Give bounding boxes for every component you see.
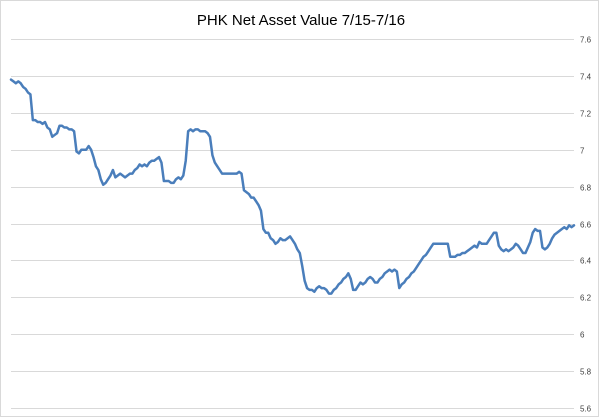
y-tick-label: 5.6 (580, 405, 592, 414)
y-tick-label: 7 (580, 147, 585, 156)
y-tick-label: 7.2 (580, 110, 592, 119)
y-tick-label: 7.4 (580, 73, 592, 82)
y-tick-label: 6 (580, 331, 585, 340)
y-tick-label: 6.2 (580, 294, 592, 303)
y-tick-label: 6.8 (580, 184, 592, 193)
chart-title: PHK Net Asset Value 7/15-7/16 (197, 12, 405, 29)
series-group (9, 78, 576, 295)
y-tick-label: 6.4 (580, 257, 592, 266)
y-tick-label: 7.6 (580, 36, 592, 45)
y-tick-label: 6.6 (580, 221, 592, 230)
series-line (9, 78, 576, 295)
y-tick-label: 5.8 (580, 368, 592, 377)
grid-lines (11, 39, 574, 409)
y-axis-tick-labels: 5.6 5.8 6 6.2 6.4 6.6 6.8 7 7.2 7.4 7.6 (580, 36, 592, 414)
